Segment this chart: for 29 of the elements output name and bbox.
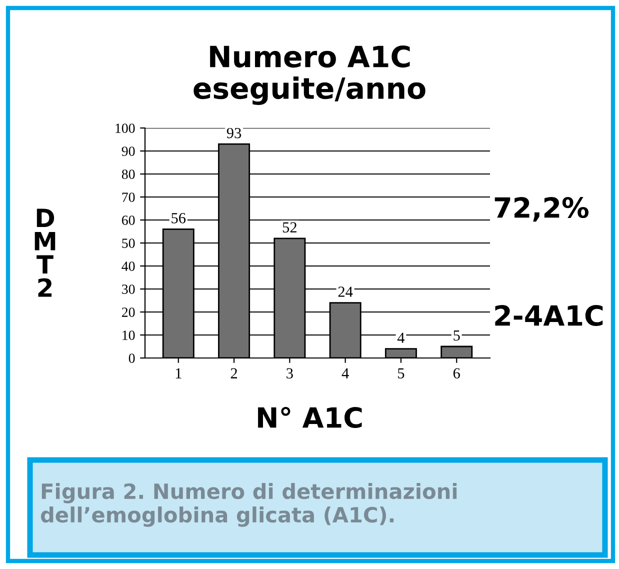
y-tick-label: 10 bbox=[122, 330, 135, 340]
data-label: 56 bbox=[172, 213, 186, 224]
data-label: 5 bbox=[454, 330, 460, 341]
x-tick-label: 2 bbox=[230, 368, 238, 378]
y-tick-label: 20 bbox=[122, 308, 135, 317]
x-axis-title: N° A1C bbox=[258, 406, 362, 428]
x-tick-label: 5 bbox=[398, 368, 404, 378]
data-label: 24 bbox=[338, 286, 353, 297]
y-tick-label: 80 bbox=[122, 170, 135, 179]
data-label: 52 bbox=[282, 222, 296, 233]
y-tick-label: 40 bbox=[122, 262, 135, 271]
data-label: 4 bbox=[397, 332, 405, 343]
y-axis-title: DMT2 bbox=[34, 208, 56, 297]
y-tick-label: 60 bbox=[122, 216, 135, 225]
y-tick-label: 50 bbox=[122, 238, 135, 248]
y-tick-label: 0 bbox=[128, 354, 135, 363]
x-tick-label: 4 bbox=[342, 368, 349, 378]
y-tick-label: 100 bbox=[116, 124, 135, 133]
x-tick-label: 3 bbox=[286, 368, 293, 378]
x-tick-label: 6 bbox=[453, 368, 460, 378]
data-label: 93 bbox=[226, 128, 242, 138]
x-tick-label: 1 bbox=[176, 368, 182, 378]
text: 72,2% bbox=[494, 197, 588, 222]
text: 2-4A1C bbox=[495, 305, 603, 326]
y-tick-label: 70 bbox=[122, 192, 135, 202]
y-tick-label: 30 bbox=[122, 284, 135, 294]
chart-title: Numero A1C eseguite/anno bbox=[194, 46, 426, 106]
text: Figura 2. Numero di determinazioni dell’emoglobina glicata (A1C). bbox=[40, 483, 457, 527]
y-tick-label: 90 bbox=[122, 146, 135, 156]
